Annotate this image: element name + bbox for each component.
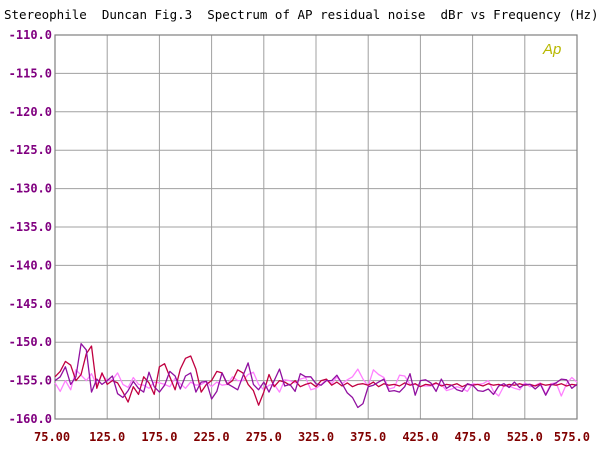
y-tick-label: -120.0 (9, 105, 52, 119)
x-tick-label: 425.0 (402, 430, 438, 444)
x-tick-label: 125.0 (89, 430, 125, 444)
x-tick-label: 375.0 (350, 430, 386, 444)
y-tick-label: -135.0 (9, 220, 52, 234)
y-tick-label: -115.0 (9, 66, 52, 80)
series-line-3 (54, 343, 578, 409)
plot-frame (54, 34, 578, 420)
ap-logo: Ap (542, 41, 561, 58)
grid-lines (55, 35, 577, 419)
x-tick-label: 275.0 (246, 430, 282, 444)
x-tick-label: 175.0 (141, 430, 177, 444)
x-axis-tick-labels: 75.00 125.0 175.0 225.0 275.0 325.0 375.0 425.0… (34, 430, 590, 444)
y-axis-tick-labels: -110.0 -115.0 -120.0 -125.0 -130.0 -135.0 -140… (9, 28, 52, 426)
data-series (54, 343, 578, 409)
x-tick-label: 525.0 (507, 430, 543, 444)
x-tick-label: 225.0 (194, 430, 230, 444)
y-tick-label: -110.0 (9, 28, 52, 42)
x-tick-label: 325.0 (298, 430, 334, 444)
x-tick-label: 475.0 (455, 430, 491, 444)
series-line-2 (54, 345, 578, 406)
y-tick-label: -140.0 (9, 258, 52, 272)
y-tick-label: -155.0 (9, 374, 52, 388)
y-tick-label: -125.0 (9, 143, 52, 157)
x-tick-label: 575.0 (554, 430, 590, 444)
y-tick-label: -150.0 (9, 335, 52, 349)
y-tick-label: -160.0 (9, 412, 52, 426)
x-tick-label: 75.00 (34, 430, 70, 444)
plot-border (54, 34, 578, 420)
y-tick-label: -145.0 (9, 297, 52, 311)
chart-title: Stereophile Duncan Fig.3 Spectrum of AP … (4, 7, 599, 22)
y-tick-label: -130.0 (9, 182, 52, 196)
